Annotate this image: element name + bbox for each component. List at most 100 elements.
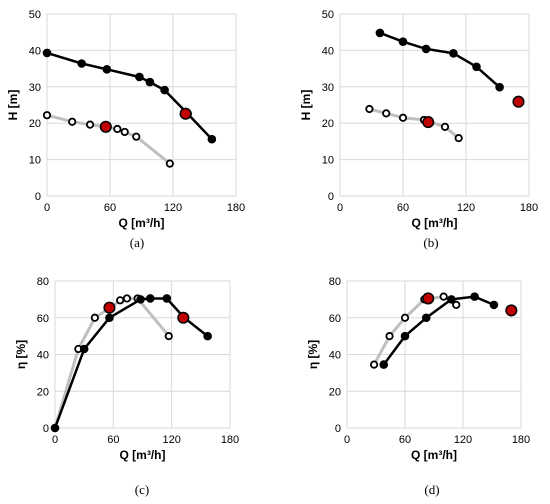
y-tick-label: 50 <box>322 9 334 21</box>
y-tick-label: 0 <box>335 423 341 435</box>
series-line-solid <box>46 51 213 141</box>
chart-panel-b: 0 10 20 30 40 50 0 60 120 180 Q [m³/h] H [m] (b) <box>299 9 538 250</box>
y-tick-label: 50 <box>29 9 41 21</box>
highlight-point <box>103 301 116 314</box>
x-tick-label: 0 <box>52 434 58 446</box>
data-point-solid <box>50 423 60 433</box>
data-point-solid <box>135 72 144 82</box>
data-point-solid <box>421 313 431 323</box>
x-axis-label: Q [m³/h] <box>411 448 457 462</box>
data-point-open <box>454 134 463 143</box>
data-point-solid <box>79 344 89 354</box>
y-tick-label: 10 <box>322 155 334 167</box>
highlight-point <box>505 304 518 317</box>
x-tick-label: 60 <box>104 202 116 214</box>
x-tick-label: 120 <box>457 202 475 214</box>
data-point-open <box>365 104 374 114</box>
data-point-open <box>116 296 125 305</box>
data-point-open <box>382 109 391 118</box>
y-tick-label: 40 <box>322 45 334 57</box>
x-axis-label: Q [m³/h] <box>412 216 458 230</box>
data-point-open <box>165 159 174 168</box>
y-tick-label: 80 <box>329 276 341 288</box>
data-point-solid <box>489 300 499 310</box>
y-tick-label: 0 <box>35 191 41 203</box>
data-point-open <box>132 132 141 141</box>
data-point-open <box>440 122 450 131</box>
data-point-open <box>42 111 52 120</box>
series-line-solid <box>379 31 501 89</box>
x-tick-label: 0 <box>337 202 343 214</box>
data-point-open <box>369 360 379 369</box>
y-tick-label: 30 <box>322 82 334 94</box>
y-tick-label: 40 <box>29 45 41 57</box>
x-tick-label: 60 <box>399 434 411 446</box>
y-tick-label: 30 <box>29 82 41 94</box>
data-point-open <box>398 113 408 122</box>
panel-caption: (c) <box>135 482 149 497</box>
y-tick-label: 10 <box>29 155 41 167</box>
data-point-solid <box>203 331 212 341</box>
panel-caption: (a) <box>130 235 144 250</box>
x-tick-label: 60 <box>397 202 409 214</box>
x-tick-label: 120 <box>164 202 182 214</box>
panel-caption: (b) <box>423 235 438 250</box>
data-point-solid <box>421 44 431 54</box>
y-tick-label: 80 <box>37 276 49 288</box>
y-tick-label: 20 <box>329 386 341 398</box>
data-point-open <box>120 127 129 137</box>
data-point-open <box>85 120 95 129</box>
data-point-open <box>122 294 132 303</box>
highlight-point <box>422 116 435 129</box>
y-tick-label: 60 <box>329 313 341 325</box>
x-tick-label: 0 <box>44 202 50 214</box>
y-axis-label: H [m] <box>299 90 313 121</box>
data-point-open <box>452 300 461 309</box>
x-tick-label: 180 <box>512 434 530 446</box>
y-axis-label: η [%] <box>14 340 28 369</box>
data-point-open <box>385 332 394 341</box>
data-point-solid <box>379 360 389 369</box>
x-axis-label: Q [m³/h] <box>120 448 166 462</box>
panel-caption: (d) <box>424 482 439 497</box>
highlight-point <box>512 95 525 108</box>
y-tick-label: 20 <box>29 118 41 130</box>
y-tick-label: 20 <box>322 118 334 130</box>
data-point-open <box>164 332 173 341</box>
data-point-solid <box>145 294 155 303</box>
data-point-solid <box>495 82 504 92</box>
plot-frame <box>46 13 237 197</box>
data-point-solid <box>472 62 481 72</box>
x-tick-label: 120 <box>454 434 472 446</box>
x-tick-label: 120 <box>162 434 180 446</box>
x-tick-label: 180 <box>221 434 239 446</box>
data-point-open <box>439 292 448 301</box>
data-point-open <box>113 124 122 134</box>
data-point-open <box>90 313 99 322</box>
data-point-solid <box>162 294 172 303</box>
data-point-solid <box>42 48 52 58</box>
x-axis-label: Q [m³/h] <box>119 216 165 230</box>
data-point-solid <box>145 77 155 87</box>
data-point-solid <box>447 295 456 304</box>
y-axis-label: H [m] <box>6 90 20 121</box>
y-tick-label: 0 <box>43 423 49 435</box>
chart-panel-d: 0 20 40 60 80 0 60 120 180 Q [m³/h] η [%] (d) <box>306 276 530 497</box>
highlight-point <box>99 120 112 133</box>
data-point-solid <box>77 59 86 68</box>
data-point-solid <box>207 134 217 144</box>
highlight-point <box>177 311 190 324</box>
y-tick-label: 40 <box>329 350 341 362</box>
data-point-solid <box>375 28 385 38</box>
plot-frame <box>339 13 530 197</box>
highlight-point <box>422 292 435 305</box>
chart-panel-c: 0 20 40 60 80 0 60 120 180 Q [m³/h] η [%] (c) <box>14 276 239 497</box>
data-point-solid <box>136 295 145 304</box>
x-tick-label: 60 <box>107 434 119 446</box>
highlight-point <box>179 107 192 120</box>
y-tick-label: 60 <box>37 313 49 325</box>
y-axis-label: η [%] <box>306 340 320 369</box>
data-point-solid <box>470 292 479 301</box>
y-tick-label: 0 <box>328 191 334 203</box>
